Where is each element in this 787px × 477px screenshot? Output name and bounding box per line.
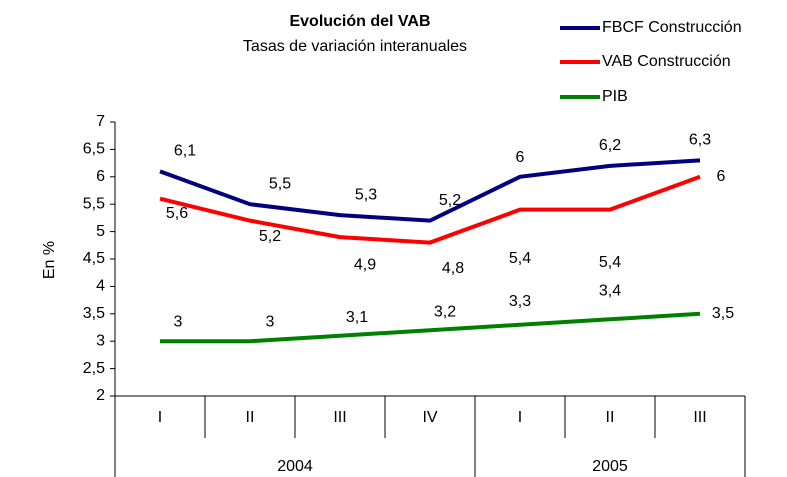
y-tick-label: 2 xyxy=(96,387,105,404)
x-group-label: 2005 xyxy=(592,458,628,475)
x-tick-label: IV xyxy=(422,409,437,426)
data-label: 6,1 xyxy=(174,143,196,160)
y-tick-label: 5 xyxy=(96,223,105,240)
chart-title: Evolución del VAB xyxy=(289,13,430,30)
x-tick-label: I xyxy=(518,409,522,426)
x-tick-label: III xyxy=(333,409,346,426)
data-label: 5,2 xyxy=(259,228,281,245)
data-label: 3,4 xyxy=(599,282,621,299)
data-label: 5,5 xyxy=(269,175,291,192)
data-label: 5,4 xyxy=(599,254,621,271)
data-label: 4,8 xyxy=(442,260,464,277)
y-tick-label: 7 xyxy=(96,113,105,130)
legend-label: VAB Construcción xyxy=(602,53,731,70)
x-tick-label: I xyxy=(158,409,162,426)
data-label: 5,2 xyxy=(439,192,461,209)
data-label: 6,3 xyxy=(689,132,711,149)
data-label: 6,2 xyxy=(599,137,621,154)
series-line xyxy=(159,158,701,223)
data-label: 5,6 xyxy=(166,205,188,222)
legend-label: FBCF Construcción xyxy=(602,19,742,36)
y-tick-label: 6,5 xyxy=(83,141,105,158)
y-tick-label: 6 xyxy=(96,168,105,185)
data-label: 3,3 xyxy=(509,293,531,310)
data-label: 6 xyxy=(717,168,726,185)
legend-label: PIB xyxy=(602,88,628,105)
series-line xyxy=(160,311,701,344)
data-label: 3,5 xyxy=(712,305,734,322)
x-group-label: 2004 xyxy=(277,458,313,475)
data-label: 3 xyxy=(174,313,183,330)
data-label: 5,3 xyxy=(355,186,377,203)
data-label: 3 xyxy=(266,313,275,330)
chart-subtitle: Tasas de variación interanuales xyxy=(243,38,467,55)
data-label: 3,1 xyxy=(346,309,368,326)
data-label: 3,2 xyxy=(434,303,456,320)
data-label: 4,9 xyxy=(354,256,376,273)
data-label: 6 xyxy=(516,149,525,166)
y-tick-label: 3,5 xyxy=(83,305,105,322)
y-tick-label: 4,5 xyxy=(83,250,105,267)
y-tick-label: 4 xyxy=(96,278,105,295)
data-label: 5,4 xyxy=(509,250,531,267)
x-tick-label: II xyxy=(246,409,255,426)
y-axis-label: En % xyxy=(41,241,58,279)
x-tick-label: II xyxy=(606,409,615,426)
series-line xyxy=(159,174,701,245)
x-tick-label: III xyxy=(693,409,706,426)
y-tick-label: 3 xyxy=(96,332,105,349)
y-tick-label: 5,5 xyxy=(83,195,105,212)
y-tick-label: 2,5 xyxy=(83,360,105,377)
